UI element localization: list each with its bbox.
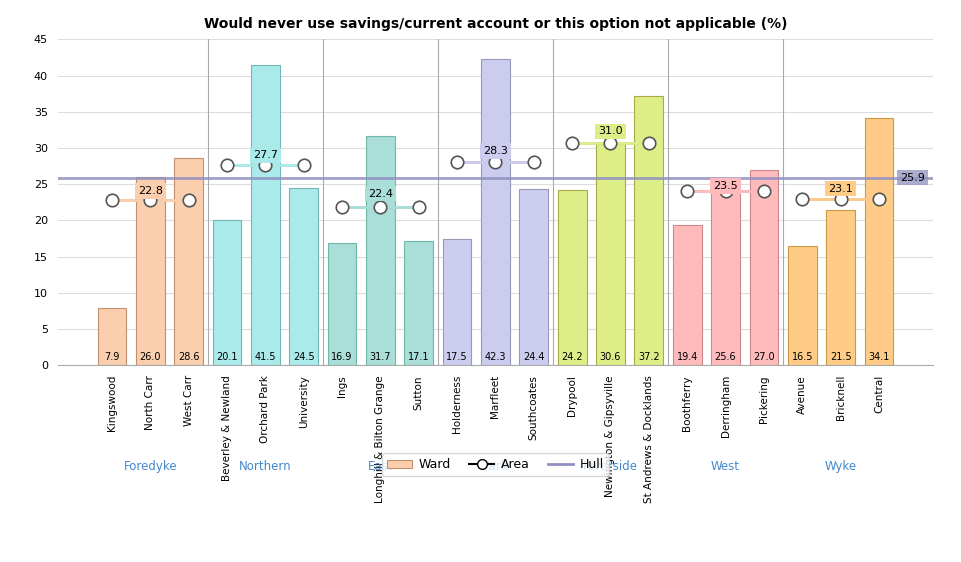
Bar — [251, 65, 280, 365]
Text: 41.5: 41.5 — [255, 352, 276, 362]
Text: 28.3: 28.3 — [482, 146, 507, 156]
Text: 16.5: 16.5 — [791, 352, 812, 362]
Bar — [864, 118, 893, 365]
Text: 20.1: 20.1 — [216, 352, 237, 362]
Text: 42.3: 42.3 — [484, 352, 505, 362]
Bar — [480, 59, 509, 365]
Text: Riverside: Riverside — [582, 460, 637, 473]
Bar — [174, 158, 203, 365]
Text: Northern: Northern — [238, 460, 291, 473]
Bar — [596, 144, 625, 365]
Text: 19.4: 19.4 — [676, 352, 697, 362]
Text: Wyke: Wyke — [824, 460, 856, 473]
Text: West: West — [710, 460, 739, 473]
Text: 22.8: 22.8 — [137, 186, 162, 196]
Bar — [787, 246, 816, 365]
Text: 37.2: 37.2 — [637, 352, 659, 362]
Text: 27.7: 27.7 — [253, 150, 278, 160]
Text: 17.1: 17.1 — [407, 352, 429, 362]
Bar — [749, 170, 777, 365]
Text: 24.4: 24.4 — [523, 352, 544, 362]
Text: Park: Park — [482, 460, 507, 473]
Bar — [825, 210, 854, 365]
Bar — [136, 177, 164, 365]
Bar — [289, 188, 318, 365]
Bar — [710, 180, 739, 365]
Text: 7.9: 7.9 — [104, 352, 119, 362]
Text: 22.4: 22.4 — [367, 189, 392, 199]
Bar — [97, 308, 126, 365]
Bar — [365, 135, 394, 365]
Bar — [519, 189, 548, 365]
Text: 30.6: 30.6 — [599, 352, 621, 362]
Text: East: East — [367, 460, 393, 473]
Text: 24.5: 24.5 — [292, 352, 314, 362]
Text: 23.5: 23.5 — [712, 181, 737, 191]
Text: 23.1: 23.1 — [827, 184, 852, 194]
Bar — [212, 220, 241, 365]
Text: 25.6: 25.6 — [714, 352, 735, 362]
Text: Foredyke: Foredyke — [123, 460, 177, 473]
Text: 31.0: 31.0 — [598, 126, 622, 137]
Text: 28.6: 28.6 — [178, 352, 199, 362]
Text: 26.0: 26.0 — [139, 352, 160, 362]
Text: 21.5: 21.5 — [829, 352, 850, 362]
Bar — [557, 190, 586, 365]
Text: 17.5: 17.5 — [446, 352, 467, 362]
Text: 24.2: 24.2 — [560, 352, 582, 362]
Title: Would never use savings/current account or this option not applicable (%): Would never use savings/current account … — [204, 17, 786, 31]
Legend: Ward, Area, Hull: Ward, Area, Hull — [382, 454, 608, 477]
Text: 34.1: 34.1 — [868, 352, 889, 362]
Text: 27.0: 27.0 — [752, 352, 774, 362]
Text: 31.7: 31.7 — [369, 352, 391, 362]
Bar — [328, 243, 356, 365]
Bar — [634, 96, 662, 365]
Text: 16.9: 16.9 — [331, 352, 353, 362]
Text: 25.9: 25.9 — [899, 173, 924, 183]
Bar — [442, 238, 471, 365]
Bar — [672, 225, 701, 365]
Bar — [404, 242, 432, 365]
